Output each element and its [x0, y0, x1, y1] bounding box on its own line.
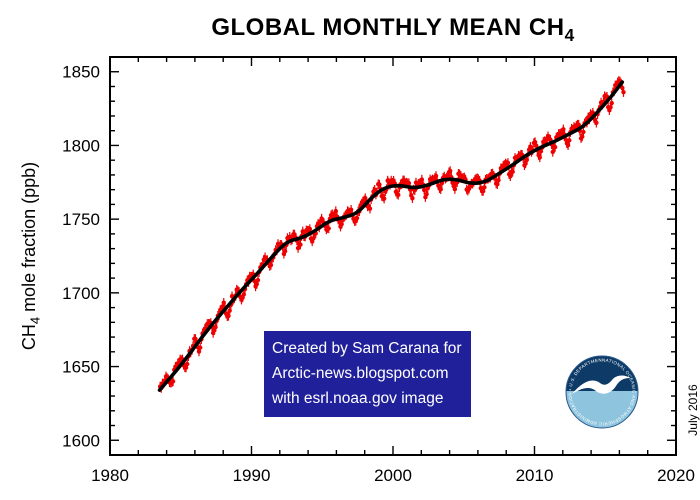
date-stamp: July 2016	[686, 384, 700, 436]
noaa-logo: NATIONAL OCEANIC AND ATMOSPHERIC ADMINIS…	[562, 352, 639, 429]
data-point	[452, 186, 458, 192]
y-tick-label: 1700	[62, 284, 100, 303]
x-tick-label: 2000	[374, 466, 412, 485]
x-tick-label: 2010	[516, 466, 554, 485]
data-point	[170, 379, 176, 384]
credit-line: Arctic-news.blogspot.com	[272, 364, 449, 382]
trend-line	[157, 80, 625, 392]
data-point	[510, 169, 515, 175]
data-point	[567, 138, 572, 143]
x-tick-label: 2020	[657, 466, 695, 485]
data-point	[307, 226, 313, 232]
data-point	[424, 192, 429, 197]
data-point	[447, 168, 453, 174]
emblem-border	[565, 355, 639, 429]
data-point	[422, 187, 427, 193]
data-point	[268, 262, 274, 268]
data-point	[482, 185, 487, 190]
data-point	[438, 187, 443, 192]
y-tick-label: 1750	[62, 210, 100, 229]
data-point	[354, 215, 360, 221]
credit-line: Created by Sam Carana for	[272, 340, 462, 358]
chart-title-subscript: 4	[564, 24, 575, 45]
data-point	[621, 89, 626, 95]
chart-title: GLOBAL MONTHLY MEAN CH4	[110, 14, 676, 46]
data-point	[552, 144, 558, 150]
gull-icon	[572, 375, 630, 394]
x-tick-label: 1990	[233, 466, 271, 485]
credit-box: Created by Sam Carana for Arctic-news.bl…	[264, 331, 471, 417]
data-point	[581, 129, 586, 135]
x-tick-label: 1980	[91, 466, 129, 485]
y-tick-label: 1850	[62, 63, 100, 82]
data-point	[298, 242, 303, 247]
data-point	[255, 277, 261, 283]
data-point	[496, 177, 501, 183]
axis-ticks	[110, 57, 676, 455]
data-point	[396, 192, 401, 198]
data-point	[197, 345, 203, 350]
data-point	[406, 180, 412, 186]
credit-line: with esrl.noaa.gov image	[272, 389, 444, 407]
y-tick-label: 1800	[62, 136, 100, 155]
data-point	[537, 155, 542, 160]
data-point	[326, 226, 331, 231]
data-point	[594, 120, 599, 125]
data-point	[410, 195, 415, 201]
data-point	[381, 196, 387, 201]
chart-title-text: GLOBAL MONTHLY MEAN CH	[211, 14, 565, 41]
y-axis-label: CH4 mole fraction (ppb)	[19, 161, 43, 351]
y-tick-label: 1600	[62, 431, 100, 450]
data-point	[609, 100, 614, 106]
tick-labels: 1600 1650 1700 1750 1800 1850 1980 1990 2000 2010…	[62, 63, 695, 485]
data-point	[282, 249, 288, 254]
data-point	[367, 206, 373, 211]
data-point	[185, 361, 190, 367]
data-point	[213, 324, 218, 330]
data-point	[576, 122, 581, 127]
y-tick-label: 1650	[62, 358, 100, 377]
data-point	[505, 160, 511, 166]
